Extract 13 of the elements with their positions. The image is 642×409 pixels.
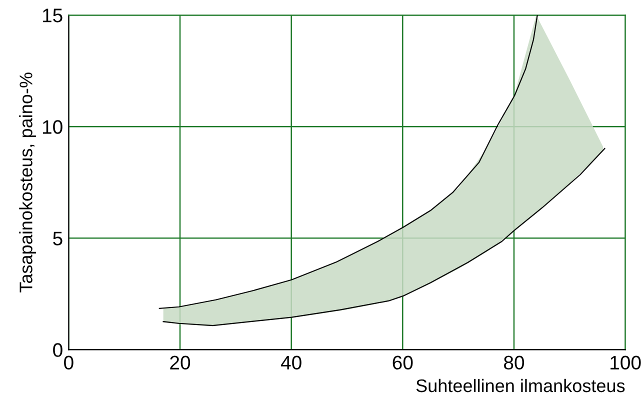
x-tick-label: 0 — [64, 356, 74, 370]
y-tick-label: 0 — [53, 343, 62, 357]
line-series — [158, 15, 538, 309]
x-tick-label: 20 — [170, 356, 190, 370]
y-tick-label: 10 — [42, 120, 62, 134]
y-tick-label: 15 — [42, 8, 62, 22]
x-tick-label: 100 — [610, 356, 641, 370]
x-tick-label: 60 — [392, 356, 413, 370]
x-axis-title: Suhteellinen ilmankosteus — [416, 378, 625, 392]
x-tick-label: 40 — [280, 356, 302, 370]
y-axis-title: Tasapainokosteus, paino-% — [19, 72, 36, 292]
x-tick-label: 80 — [504, 356, 524, 370]
y-tick-label: 5 — [53, 232, 62, 246]
